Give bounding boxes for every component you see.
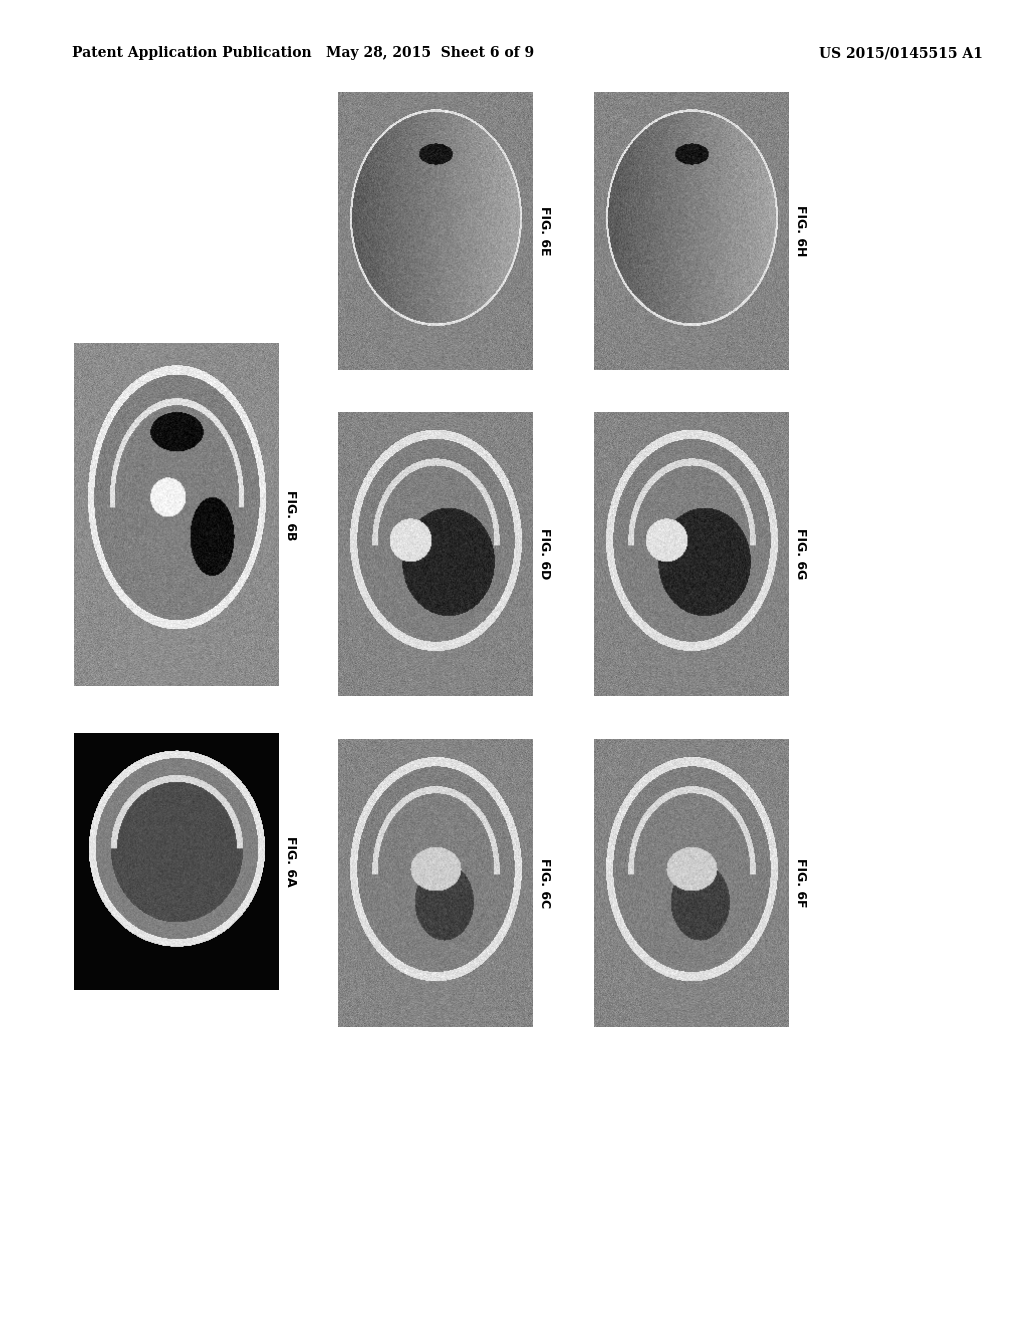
Text: FIG. 6F: FIG. 6F: [794, 858, 807, 908]
Text: FIG. 6C: FIG. 6C: [538, 858, 551, 908]
Text: May 28, 2015  Sheet 6 of 9: May 28, 2015 Sheet 6 of 9: [326, 46, 535, 61]
Text: FIG. 6B: FIG. 6B: [284, 490, 297, 540]
Text: FIG. 6H: FIG. 6H: [794, 206, 807, 256]
Text: US 2015/0145515 A1: US 2015/0145515 A1: [819, 46, 983, 61]
Text: Patent Application Publication: Patent Application Publication: [72, 46, 311, 61]
Text: FIG. 6G: FIG. 6G: [794, 528, 807, 579]
Text: FIG. 6E: FIG. 6E: [538, 206, 551, 256]
Text: FIG. 6A: FIG. 6A: [284, 836, 297, 887]
Text: FIG. 6D: FIG. 6D: [538, 528, 551, 579]
